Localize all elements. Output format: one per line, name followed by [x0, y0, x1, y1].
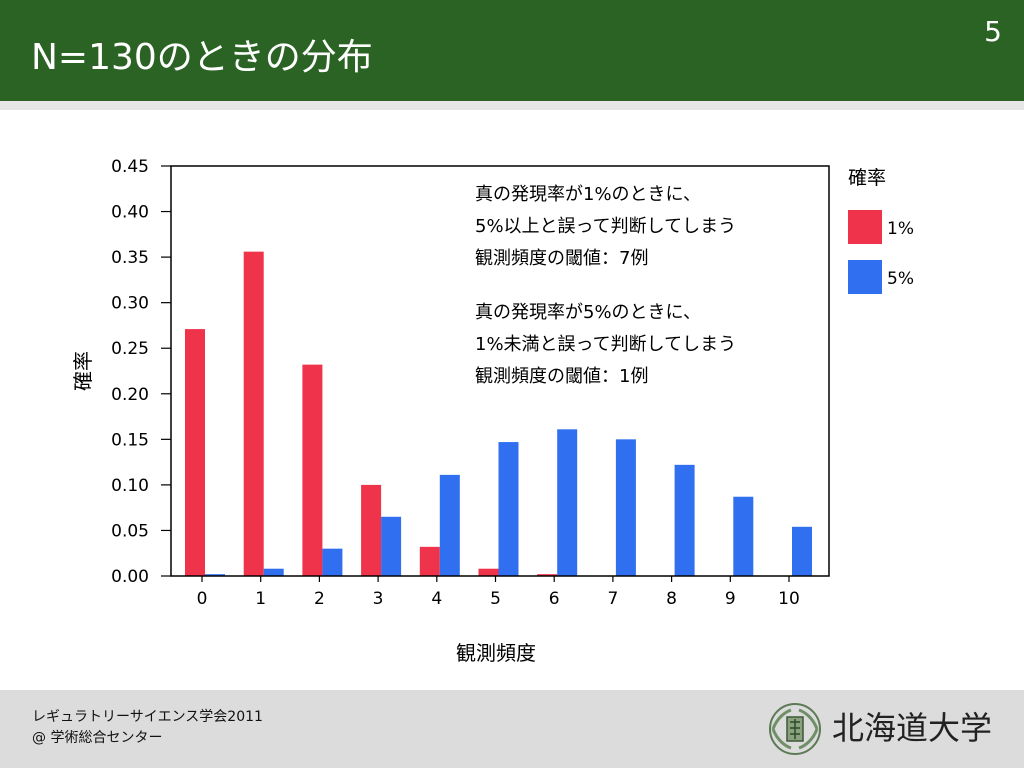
- y-tick-label: 0.05: [111, 521, 149, 541]
- x-tick-label: 5: [490, 589, 501, 609]
- bar-5pct-10: [792, 526, 812, 576]
- bar-1pct-0: [185, 329, 205, 576]
- chart: 0.00 0.05 0.10 0.15 0.20 0.25 0.30 0.35 0.40 0.45…: [71, 157, 914, 665]
- x-tick-label: 0: [197, 589, 208, 609]
- x-tick-label: 9: [725, 589, 736, 609]
- legend-label-5pct: 5%: [887, 269, 914, 289]
- bar-1pct-4: [419, 546, 440, 576]
- bar-1pct-3: [361, 484, 382, 576]
- annotation-2-line-3: 観測頻度の閾値：1例: [475, 366, 648, 387]
- y-tick-label: 0.15: [111, 430, 149, 450]
- bar-1pct-5: [478, 568, 499, 576]
- y-tick-label: 0.30: [111, 294, 149, 314]
- header-divider: [0, 101, 1024, 110]
- footer-bar: [0, 690, 1024, 768]
- bar-1pct-6: [537, 574, 558, 576]
- plot-frame: [170, 165, 830, 577]
- university-name: 北海道大学: [832, 709, 993, 747]
- bar-5pct-9: [733, 496, 754, 576]
- bar-5pct-0: [205, 574, 225, 576]
- bar-5pct-7: [615, 439, 636, 576]
- bar-1pct-1: [243, 251, 264, 576]
- x-axis: 0 1 2 3 4 5 6 7 8 9 10: [197, 576, 800, 609]
- annotation-2-line-2: 1%未満と誤って判断してしまう: [475, 334, 736, 355]
- y-tick-label: 0.20: [111, 385, 149, 405]
- y-tick-label: 0.25: [111, 339, 149, 359]
- x-tick-label: 7: [607, 589, 618, 609]
- header-bar: [0, 0, 1024, 101]
- y-tick-label: 0.00: [111, 567, 149, 587]
- annotation-1-line-3: 観測頻度の閾値：7例: [475, 248, 648, 269]
- legend-swatch-5pct: [848, 260, 882, 294]
- x-tick-label: 1: [255, 589, 266, 609]
- footer-venue: @ 学術総合センター: [32, 730, 163, 746]
- x-tick-label: 3: [373, 589, 384, 609]
- annotation-1-line-2: 5%以上と誤って判断してしまう: [475, 216, 736, 237]
- y-tick-label: 0.40: [111, 203, 149, 223]
- legend-title: 確率: [848, 167, 886, 189]
- x-tick-label: 2: [314, 589, 325, 609]
- x-tick-label: 10: [778, 589, 800, 609]
- x-tick-label: 4: [431, 589, 442, 609]
- bar-5pct-4: [439, 474, 460, 576]
- bar-1pct-2: [302, 364, 323, 576]
- bars-layer: [185, 251, 812, 576]
- bar-5pct-3: [381, 516, 402, 576]
- x-axis-label: 観測頻度: [456, 641, 536, 665]
- bar-5pct-6: [557, 429, 578, 576]
- bar-5pct-8: [674, 464, 695, 576]
- university-emblem-icon: [769, 703, 821, 755]
- y-tick-label: 0.35: [111, 248, 149, 268]
- bar-5pct-5: [498, 442, 519, 576]
- annotation-1-line-1: 真の発現率が1%のときに、: [475, 184, 701, 205]
- legend-swatch-1pct: [848, 210, 882, 244]
- bar-5pct-2: [322, 548, 343, 576]
- footer-conference: レギュラトリーサイエンス学会2011: [32, 709, 263, 725]
- legend-label-1pct: 1%: [887, 219, 914, 239]
- slide-title: N=130のときの分布: [31, 37, 373, 78]
- x-tick-label: 6: [549, 589, 560, 609]
- page-number: 5: [984, 15, 1002, 48]
- x-tick-label: 8: [666, 589, 677, 609]
- annotation-2-line-1: 真の発現率が5%のときに、: [475, 302, 701, 323]
- y-axis: 0.00 0.05 0.10 0.15 0.20 0.25 0.30 0.35 0.40 0.45: [111, 157, 171, 587]
- y-tick-label: 0.45: [111, 157, 149, 177]
- bar-5pct-1: [263, 568, 284, 576]
- y-tick-label: 0.10: [111, 476, 149, 496]
- y-axis-label: 確率: [71, 351, 95, 391]
